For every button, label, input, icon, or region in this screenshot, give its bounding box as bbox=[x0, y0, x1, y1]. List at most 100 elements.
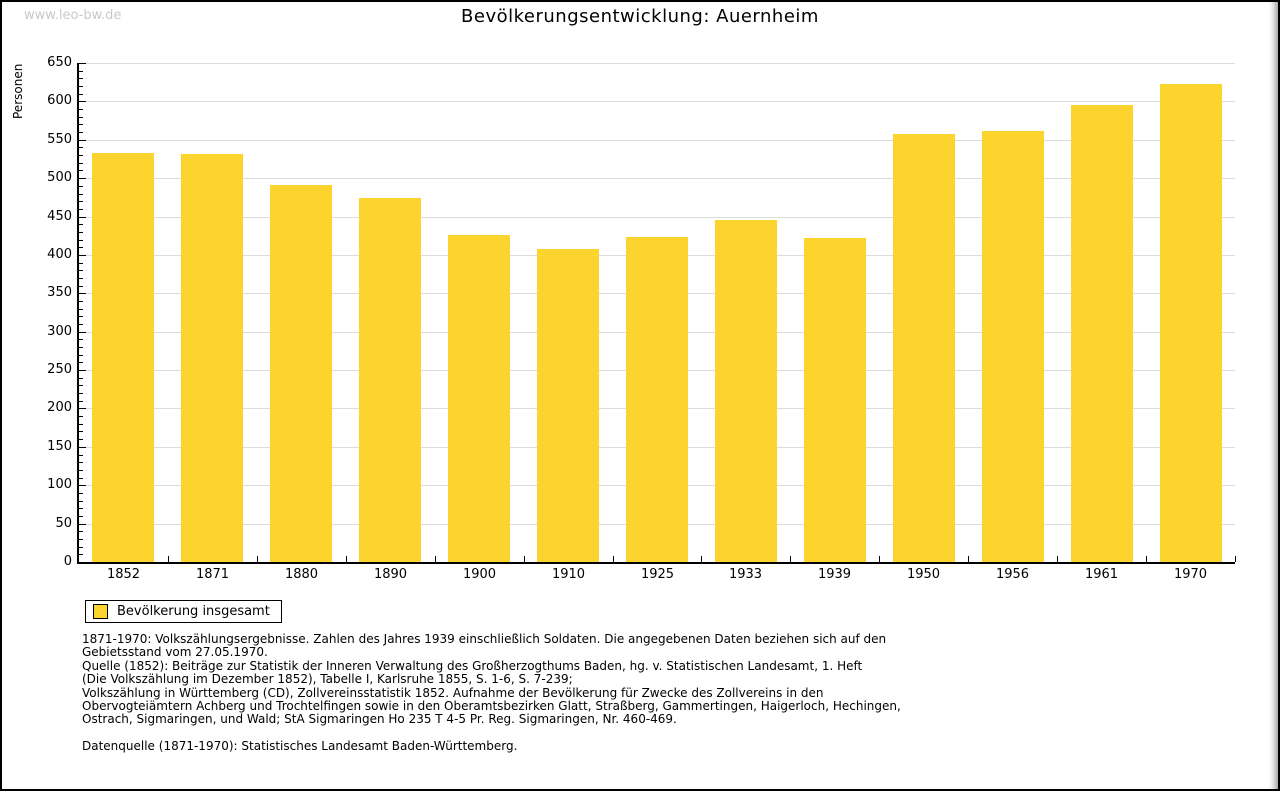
footnote-line: Ostrach, Sigmaringen, und Wald; StA Sigm… bbox=[82, 712, 677, 727]
y-axis-minor-tick bbox=[79, 224, 83, 225]
bar-1880 bbox=[270, 185, 332, 562]
y-axis-minor-tick bbox=[79, 86, 83, 87]
y-axis-minor-tick bbox=[79, 462, 83, 463]
y-axis-minor-tick bbox=[79, 316, 83, 317]
grid-line bbox=[79, 178, 1235, 179]
x-tick-label: 1925 bbox=[640, 567, 675, 582]
legend: Bevölkerung insgesamt bbox=[85, 600, 282, 623]
y-tick-label: 500 bbox=[47, 170, 72, 185]
y-axis-minor-tick bbox=[79, 240, 83, 241]
y-axis-minor-tick bbox=[79, 186, 83, 187]
y-tick-label: 150 bbox=[47, 439, 72, 454]
y-tick-label: 550 bbox=[47, 132, 72, 147]
x-tick-label: 1910 bbox=[551, 567, 586, 582]
page-title: Bevölkerungsentwicklung: Auernheim bbox=[461, 6, 819, 27]
footnote-line: Volkszählung in Württemberg (CD), Zollve… bbox=[82, 685, 824, 700]
y-axis-minor-tick bbox=[79, 109, 83, 110]
grid-line bbox=[79, 101, 1235, 102]
watermark: www.leo-bw.de bbox=[24, 8, 122, 23]
x-axis-tick bbox=[613, 556, 614, 562]
y-axis-minor-tick bbox=[79, 309, 83, 310]
y-tick-label: 50 bbox=[55, 516, 72, 531]
y-axis-minor-tick bbox=[79, 301, 83, 302]
x-axis-tick bbox=[346, 556, 347, 562]
y-axis-minor-tick bbox=[79, 362, 83, 363]
y-axis-minor-tick bbox=[79, 554, 83, 555]
y-axis-tick bbox=[79, 63, 86, 64]
x-tick-label: 1890 bbox=[373, 567, 408, 582]
bar-1890 bbox=[359, 198, 421, 562]
y-axis-minor-tick bbox=[79, 393, 83, 394]
footnote-line: Quelle (1852): Beiträge zur Statistik de… bbox=[82, 658, 863, 673]
y-axis-minor-tick bbox=[79, 209, 83, 210]
bar-1910 bbox=[537, 249, 599, 562]
y-axis-tick bbox=[79, 332, 86, 333]
legend-label: Bevölkerung insgesamt bbox=[117, 604, 270, 619]
bar-1925 bbox=[626, 237, 688, 562]
y-axis-tick bbox=[79, 370, 86, 371]
footnote-line: Obervogteiämtern Achberg und Trochtelfin… bbox=[82, 699, 901, 714]
x-axis-tick bbox=[524, 556, 525, 562]
y-tick-label: 400 bbox=[47, 247, 72, 262]
y-axis-minor-tick bbox=[79, 531, 83, 532]
x-tick-label: 1956 bbox=[995, 567, 1030, 582]
y-axis-minor-tick bbox=[79, 94, 83, 95]
y-axis-minor-tick bbox=[79, 516, 83, 517]
y-axis-minor-tick bbox=[79, 416, 83, 417]
x-axis-tick bbox=[168, 556, 169, 562]
y-axis-minor-tick bbox=[79, 401, 83, 402]
y-axis-minor-tick bbox=[79, 78, 83, 79]
x-tick-label: 1852 bbox=[106, 567, 141, 582]
y-axis-minor-tick bbox=[79, 194, 83, 195]
x-axis-tick bbox=[879, 556, 880, 562]
y-axis-minor-tick bbox=[79, 270, 83, 271]
bar-1950 bbox=[893, 134, 955, 562]
y-axis-minor-tick bbox=[79, 286, 83, 287]
y-axis-minor-tick bbox=[79, 493, 83, 494]
y-tick-label: 650 bbox=[47, 55, 72, 70]
x-axis-line bbox=[77, 562, 1235, 564]
grid-line bbox=[79, 217, 1235, 218]
footnote-line: (Die Volkszählung im Dezember 1852), Tab… bbox=[82, 672, 573, 687]
x-tick-label: 1871 bbox=[195, 567, 230, 582]
y-axis-minor-tick bbox=[79, 347, 83, 348]
x-axis-tick bbox=[1146, 556, 1147, 562]
y-axis-tick bbox=[79, 524, 86, 525]
y-axis-minor-tick bbox=[79, 470, 83, 471]
bar-1970 bbox=[1160, 84, 1222, 562]
y-axis-minor-tick bbox=[79, 508, 83, 509]
y-axis-title: Personen bbox=[11, 63, 25, 119]
bar-1961 bbox=[1071, 105, 1133, 562]
x-tick-label: 1961 bbox=[1084, 567, 1119, 582]
y-tick-label: 250 bbox=[47, 362, 72, 377]
bar-1871 bbox=[181, 154, 243, 562]
x-tick-label: 1900 bbox=[462, 567, 497, 582]
y-axis-minor-tick bbox=[79, 278, 83, 279]
footnote-line: Gebietsstand vom 27.05.1970. bbox=[82, 645, 268, 660]
y-axis-minor-tick bbox=[79, 439, 83, 440]
x-axis-tick bbox=[790, 556, 791, 562]
bar-1900 bbox=[448, 235, 510, 562]
x-tick-label: 1970 bbox=[1173, 567, 1208, 582]
datasource-line: Datenquelle (1871-1970): Statistisches L… bbox=[82, 738, 518, 753]
grid-line bbox=[79, 63, 1235, 64]
y-axis-minor-tick bbox=[79, 201, 83, 202]
y-axis-minor-tick bbox=[79, 431, 83, 432]
y-axis-minor-tick bbox=[79, 117, 83, 118]
x-tick-label: 1933 bbox=[728, 567, 763, 582]
bar-1939 bbox=[804, 238, 866, 562]
y-axis-tick bbox=[79, 485, 86, 486]
x-axis-tick bbox=[701, 556, 702, 562]
y-axis-minor-tick bbox=[79, 147, 83, 148]
y-axis-minor-tick bbox=[79, 71, 83, 72]
y-axis-minor-tick bbox=[79, 170, 83, 171]
x-tick-label: 1880 bbox=[284, 567, 319, 582]
footnotes: 1871-1970: Volkszählungsergebnisse. Zahl… bbox=[82, 632, 901, 753]
y-axis-minor-tick bbox=[79, 547, 83, 548]
y-axis-tick bbox=[79, 293, 86, 294]
y-axis-tick bbox=[79, 101, 86, 102]
legend-swatch-icon bbox=[93, 604, 108, 619]
x-tick-label: 1950 bbox=[906, 567, 941, 582]
y-axis-minor-tick bbox=[79, 378, 83, 379]
